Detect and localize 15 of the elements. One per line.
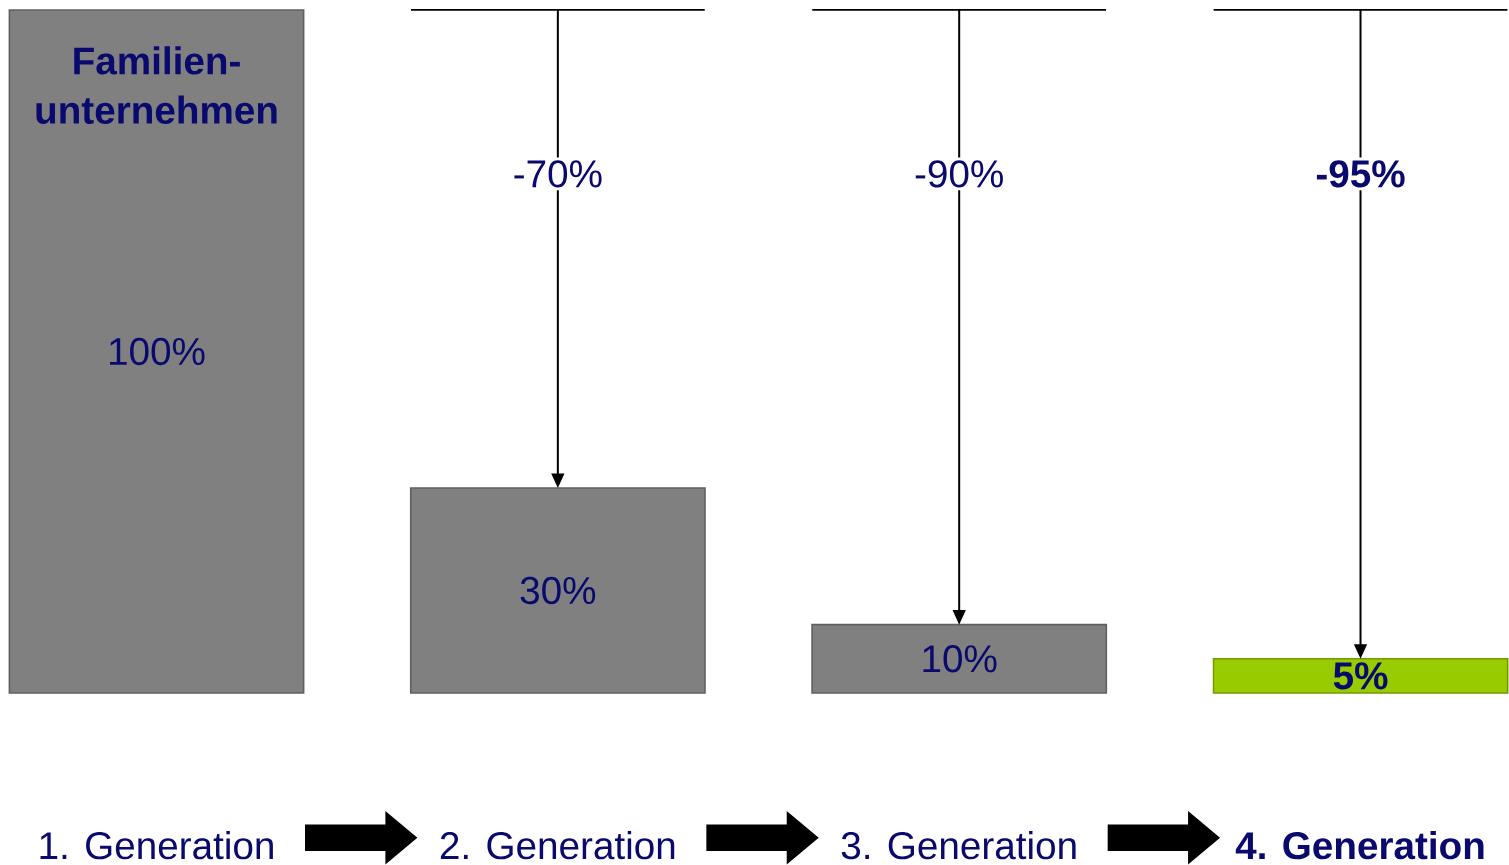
bar bbox=[811, 623, 1108, 694]
x-tick-label: 2. Generation bbox=[440, 830, 675, 860]
x-tick-label: 1. Generation bbox=[40, 830, 273, 860]
annotation: Familien-unternehmen bbox=[36, 46, 277, 124]
data-label: 5% bbox=[1333, 662, 1388, 690]
annotation: -95% bbox=[1316, 160, 1405, 188]
data-label: 100% bbox=[110, 337, 205, 366]
x-tick-label: 4. Generation bbox=[1235, 830, 1484, 860]
bar bbox=[409, 487, 706, 694]
annotation: -70% bbox=[514, 160, 602, 188]
x-tick-label: 3. Generation bbox=[841, 830, 1076, 860]
data-label: 10% bbox=[923, 645, 997, 673]
data-label: 30% bbox=[520, 576, 596, 605]
bar bbox=[8, 9, 305, 694]
annotation: -90% bbox=[915, 160, 1003, 188]
